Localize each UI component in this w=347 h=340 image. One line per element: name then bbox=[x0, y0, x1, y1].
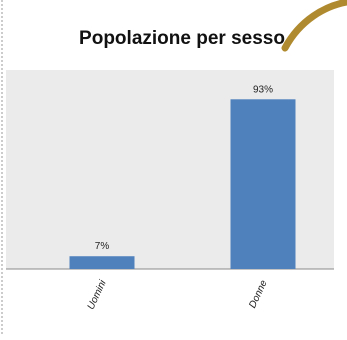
bars-layer bbox=[69, 99, 296, 270]
data-label-uomini: 7% bbox=[95, 241, 110, 252]
data-labels-layer: 7% 93% bbox=[95, 84, 273, 252]
bar-uomini bbox=[69, 256, 135, 269]
decorative-arc bbox=[281, 0, 347, 52]
data-label-donne: 93% bbox=[253, 84, 273, 95]
bar-donne bbox=[230, 99, 296, 270]
chart-title: Popolazione per sesso bbox=[79, 28, 285, 49]
